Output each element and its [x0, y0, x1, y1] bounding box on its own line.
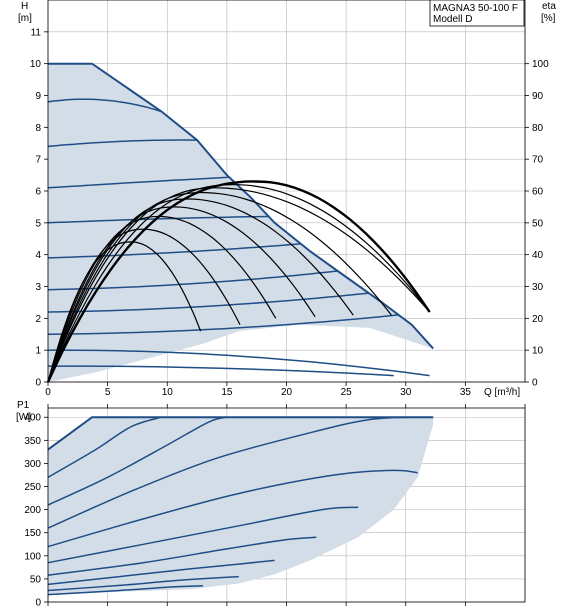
head-tick-label: 8 [35, 123, 41, 134]
power-tick-label: 50 [30, 574, 42, 585]
efficiency-curve [47, 206, 316, 383]
head-curve [47, 98, 162, 113]
head-curve [47, 314, 399, 336]
head-tick-label: 7 [35, 155, 41, 166]
head-plot-ticks: 0 1 2 3 4 5 6 7 8 9 10 11 0 10 20 30 40 50 60 70 80 90 100 0 5 10… [30, 27, 549, 398]
head-curve [47, 243, 301, 259]
head-tick-label: 10 [30, 59, 42, 70]
head-curve [47, 349, 430, 377]
efficiency-tick-label: 30 [532, 282, 544, 293]
power-tick-label: 150 [24, 528, 41, 539]
head-axis-title: H [21, 1, 28, 12]
head-curve [47, 292, 369, 313]
head-curve [48, 365, 394, 377]
head-tick-label: 11 [31, 27, 42, 38]
efficiency-tick-label: 80 [532, 123, 544, 134]
head-curve [47, 176, 230, 189]
efficiency-tick-label: 0 [532, 378, 538, 389]
efficiency-curve [47, 198, 354, 383]
efficiency-tick-label: 40 [532, 250, 544, 261]
efficiency-curve [47, 187, 431, 383]
power-curve [47, 416, 162, 478]
power-tick-label: 350 [24, 436, 41, 447]
head-tick-label: 5 [35, 218, 41, 229]
flow-tick-label: 10 [162, 387, 174, 398]
head-plot-frame [47, 0, 526, 383]
power-curve [47, 416, 228, 506]
power-tick-label: 400 [24, 413, 41, 424]
power-curve [47, 585, 204, 596]
head-tick-label: 6 [35, 187, 41, 198]
flow-tick-label: 25 [341, 387, 353, 398]
model-label-box: MAGNA3 50-100 F Modell D [429, 0, 525, 27]
power-tick-label: 100 [24, 551, 41, 562]
power-tick-label: 300 [24, 459, 41, 470]
power-curve [47, 506, 359, 564]
flow-tick-label: 30 [400, 387, 412, 398]
model-label-frame [429, 0, 525, 27]
flow-tick-label: 15 [221, 387, 233, 398]
flow-tick-label: 5 [105, 387, 111, 398]
efficiency-tick-label: 90 [532, 91, 544, 102]
power-curves [47, 416, 430, 596]
model-label-line2: Modell D [433, 14, 472, 25]
power-curve [47, 416, 93, 451]
efficiency-tick-label: 50 [532, 218, 544, 229]
efficiency-tick-label: 70 [532, 155, 544, 166]
model-label-line1: MAGNA3 50-100 F [433, 3, 518, 14]
efficiency-tick-label: 10 [532, 346, 544, 357]
efficiency-axis-title: eta [542, 1, 556, 12]
efficiency-curve [46, 180, 431, 383]
power-plot-frame [47, 407, 526, 603]
power-plot-ticks: 0 50 100 150 200 250 300 350 400 [24, 404, 526, 609]
head-operating-area-fill [48, 63, 434, 382]
efficiency-curves [46, 180, 431, 383]
power-curve [47, 416, 430, 529]
power-curve [47, 559, 275, 586]
head-max-curve [48, 62, 434, 350]
efficiency-curve [47, 215, 277, 383]
head-tick-label: 4 [35, 250, 41, 261]
flow-tick-label: 35 [460, 387, 472, 398]
power-curve [47, 469, 418, 548]
power-operating-area-fill [48, 417, 434, 596]
head-curve [47, 139, 198, 148]
power-curve [47, 536, 317, 576]
efficiency-curve [47, 183, 431, 383]
head-tick-label: 3 [35, 282, 41, 293]
flow-axis-title: Q [m³/h] [484, 387, 520, 398]
head-curves [47, 98, 430, 377]
efficiency-curve [47, 191, 392, 383]
head-curve [47, 215, 269, 224]
head-tick-label: 9 [35, 91, 41, 102]
power-tick-label: 0 [35, 598, 41, 609]
power-axis-title: P1 [17, 400, 30, 411]
efficiency-tick-label: 20 [532, 314, 544, 325]
head-tick-label: 2 [35, 314, 41, 325]
efficiency-tick-label: 60 [532, 187, 544, 198]
power-curve [47, 575, 239, 592]
power-axis-unit: [W] [16, 412, 31, 423]
flow-tick-label: 0 [45, 387, 51, 398]
power-tick-label: 200 [24, 505, 41, 516]
head-tick-label: 1 [35, 346, 41, 357]
flow-tick-label: 20 [281, 387, 293, 398]
head-operating-area [48, 62, 434, 382]
head-tick-label: 0 [35, 378, 41, 389]
head-axis-unit: [m] [18, 13, 32, 24]
efficiency-axis-unit: [%] [541, 13, 556, 24]
efficiency-tick-label: 100 [532, 59, 549, 70]
power-tick-label: 250 [24, 482, 41, 493]
